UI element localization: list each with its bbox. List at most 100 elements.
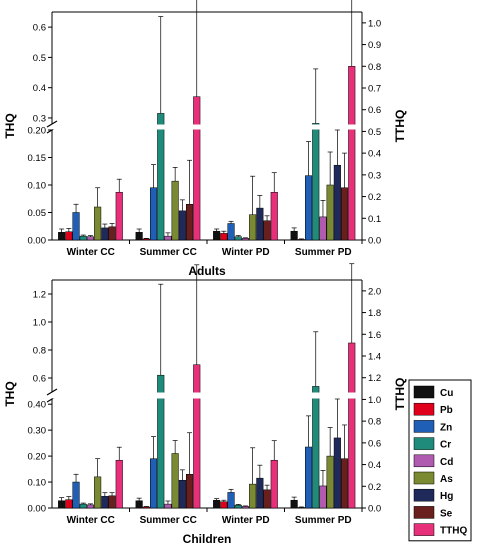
adults-axis-break-gap [52, 124, 362, 130]
adults-left-tick-label: 0.10 [28, 181, 47, 192]
adults-bar-pb-winter-cc [65, 231, 73, 241]
adults-right-tick-label: 0.4 [368, 149, 381, 160]
children-bar-as-winter-pd [249, 483, 257, 509]
adults-left-tick-label: 0.05 [28, 208, 47, 219]
legend-label-cr: Cr [440, 440, 451, 451]
legend-label-tthq: TTHQ [440, 526, 467, 537]
adults-left-tick-label: 0.20 [28, 126, 47, 137]
legend-label-hg: Hg [440, 491, 453, 502]
children-left-tick-label: 0.40 [28, 400, 47, 411]
adults-right-tick-label: 0.9 [368, 40, 381, 51]
adults-bar-se-winter-pd [263, 220, 271, 241]
legend-label-as: As [440, 474, 453, 485]
adults-bar-hg-summer-cc [178, 210, 186, 241]
adults-axis-break-mark [46, 120, 58, 128]
children-category-label-winter-cc: Winter CC [67, 515, 115, 526]
adults-bar-cu-summer-cc [135, 232, 143, 241]
adults-right-tick-label: 0.7 [368, 84, 381, 95]
adults-category-label-summer-cc: Summer CC [140, 247, 197, 258]
legend-label-zn: Zn [440, 422, 452, 433]
adults-bar-cu-summer-pd [290, 230, 298, 241]
adults-right-tick-label: 0.6 [368, 105, 381, 116]
legend-swatch-as [413, 471, 435, 485]
children-bar-tthq-winter-pd [270, 459, 278, 509]
adults-bar-se-summer-pd [341, 187, 349, 241]
adults-bar-cr-summer-cc [157, 113, 165, 241]
adults-bar-pb-winter-pd [220, 233, 228, 241]
adults-y-axis-title: THQ [3, 113, 17, 138]
children-y-axis-title: THQ [3, 381, 17, 406]
adults-bar-cr-winter-pd [234, 236, 242, 241]
children-right-tick-label: 1.6 [368, 330, 381, 341]
legend-swatch-cu [413, 385, 435, 399]
adults-bar-tthq-summer-pd [348, 66, 356, 241]
adults-bar-se-summer-cc [186, 204, 194, 241]
children-right-tick-label: 0.4 [368, 460, 381, 471]
adults-bar-se-winter-cc [108, 226, 116, 241]
children-bar-tthq-summer-cc [193, 364, 201, 509]
adults-right-tick-label: 0.2 [368, 192, 381, 203]
legend-swatch-se [413, 506, 435, 519]
legend-label-cd: Cd [440, 457, 453, 468]
adults-right-tick-label: 1.0 [368, 18, 381, 29]
children-left-tick-label: 0.6 [33, 374, 46, 385]
adults-bar-hg-winter-cc [101, 227, 109, 241]
children-bar-se-winter-pd [263, 489, 271, 509]
children-bar-tthq-summer-pd [348, 342, 356, 509]
children-bar-cr-winter-cc [79, 503, 87, 509]
children-bar-tthq-winter-cc [115, 459, 123, 509]
children-bar-se-winter-cc [108, 495, 116, 509]
adults-right-tick-label: 0.1 [368, 214, 381, 225]
legend-swatch-hg [413, 488, 435, 502]
children-x-axis-title: Children [183, 532, 232, 546]
legend-swatch-cd [413, 454, 435, 468]
adults-bar-hg-summer-pd [333, 164, 341, 241]
adults-bar-zn-winter-cc [72, 212, 80, 241]
adults-bar-cd-summer-pd [319, 216, 327, 241]
adults-bar-cu-winter-cc [58, 232, 66, 241]
children-bar-cd-winter-pd [241, 506, 249, 509]
children-axis-break-mark [46, 388, 58, 396]
adults-bar-tthq-winter-cc [115, 191, 123, 241]
adults-left-tick-label: 0.00 [28, 236, 47, 247]
children-bar-pb-winter-cc [65, 499, 73, 509]
adults-bar-hg-winter-pd [256, 207, 264, 241]
adults-category-label-winter-pd: Winter PD [222, 247, 270, 258]
children-right-tick-label: 1.4 [368, 352, 381, 363]
legend-swatch-zn [413, 420, 435, 433]
children-right-tick-label: 1.0 [368, 395, 381, 406]
adults-bar-cd-winter-pd [241, 238, 249, 241]
children-y2-axis-title: TTHQ [393, 378, 407, 411]
children-bar-cu-winter-cc [58, 500, 66, 509]
children-bar-cd-winter-cc [86, 504, 95, 509]
legend-label-cu: Cu [440, 388, 453, 399]
adults-left-tick-label: 0.3 [33, 113, 46, 124]
adults-left-tick-label: 0.5 [33, 53, 46, 64]
adults-bar-tthq-summer-cc [193, 96, 201, 241]
children-category-label-summer-pd: Summer PD [295, 515, 352, 526]
adults-left-tick-label: 0.15 [28, 153, 47, 164]
children-axis-break-gap [52, 392, 362, 399]
children-left-tick-label: 1.0 [33, 318, 46, 329]
legend-swatch-cr [413, 437, 435, 450]
adults-bar-pb-summer-cc [142, 238, 150, 241]
adults-bar-cd-summer-cc [164, 235, 172, 241]
adults-bar-zn-summer-pd [305, 175, 313, 241]
children-left-tick-label: 0.20 [28, 452, 47, 463]
children-bar-zn-winter-cc [72, 481, 80, 509]
children-bar-hg-summer-pd [333, 437, 341, 509]
adults-right-tick-label: 0.0 [368, 236, 381, 247]
children-left-tick-label: 0.8 [33, 346, 46, 357]
children-bar-zn-summer-cc [150, 458, 158, 509]
adults-bar-cd-winter-cc [86, 236, 95, 241]
children-bar-as-summer-pd [326, 455, 334, 509]
children-bar-se-summer-cc [186, 474, 194, 509]
adults-right-tick-label: 0.5 [368, 127, 381, 138]
adults-right-tick-label: 0.8 [368, 62, 381, 73]
children-left-tick-label: 1.2 [33, 290, 46, 301]
adults-right-tick-label: 0.3 [368, 170, 381, 181]
children-bar-cd-summer-pd [319, 485, 327, 509]
children-right-tick-label: 0.2 [368, 482, 381, 493]
